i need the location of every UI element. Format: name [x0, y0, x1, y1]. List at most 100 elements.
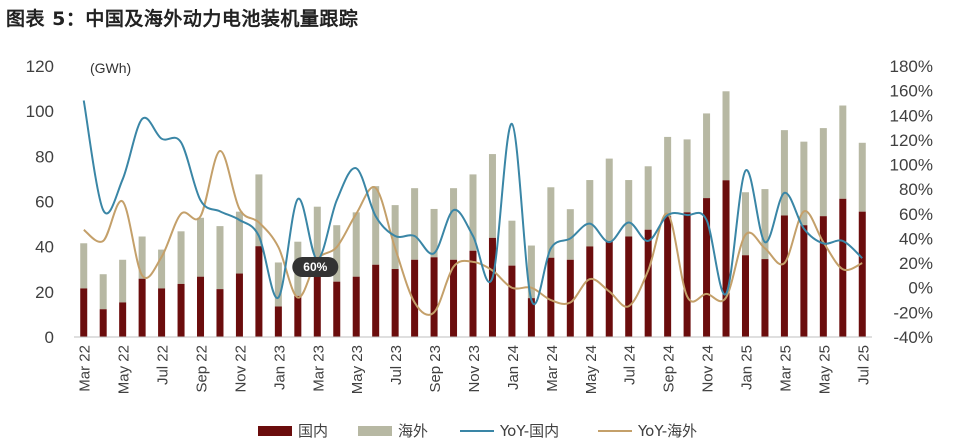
- bar-domestic: [333, 281, 341, 337]
- bar-domestic: [294, 295, 302, 337]
- bar-overseas: [858, 142, 866, 212]
- x-tick-label: Jan 23: [271, 345, 288, 390]
- bar-overseas: [488, 154, 496, 238]
- right-tick-label: 40%: [899, 229, 933, 248]
- bar-overseas: [235, 211, 243, 274]
- x-axis-ticks: Mar 22 May 22 Jul 22 Sep 22 Nov 22 Jan 23 Mar …: [77, 345, 873, 394]
- left-tick-label: 100: [26, 102, 54, 121]
- bar-domestic: [235, 273, 243, 337]
- right-tick-label: 80%: [899, 180, 933, 199]
- legend-swatch: [258, 426, 292, 436]
- bar-domestic: [703, 198, 711, 337]
- bar-domestic: [605, 241, 613, 337]
- bar-overseas: [372, 186, 380, 265]
- right-tick-label: -40%: [893, 328, 933, 347]
- bar-overseas: [177, 231, 185, 284]
- bar-domestic: [780, 215, 788, 337]
- bar-domestic: [644, 229, 652, 337]
- bar-domestic: [664, 216, 672, 337]
- x-tick-label: Mar 25: [777, 345, 794, 392]
- bar-domestic: [158, 288, 166, 337]
- bar-overseas: [586, 180, 594, 247]
- bar-domestic: [741, 255, 749, 337]
- bar-overseas: [158, 249, 166, 289]
- bar-overseas: [780, 130, 788, 216]
- yoy-domestic-line: [82, 100, 863, 305]
- bar-domestic: [391, 269, 399, 337]
- bar-overseas: [469, 174, 477, 251]
- annotation-badge: [292, 257, 339, 277]
- bar-domestic: [450, 259, 458, 337]
- chart-title: 图表 5：中国及海外动力电池装机量跟踪: [6, 8, 359, 30]
- left-tick-label: 60: [35, 193, 54, 212]
- legend-label: 国内: [298, 422, 328, 440]
- bar-domestic: [352, 276, 360, 337]
- left-tick-label: 40: [35, 238, 54, 257]
- bar-overseas: [411, 188, 419, 260]
- bar-overseas: [216, 226, 224, 290]
- bar-domestic: [372, 264, 380, 337]
- bar-overseas: [644, 166, 652, 230]
- x-tick-label: Mar 22: [77, 345, 94, 392]
- x-tick-label: May 22: [116, 345, 133, 394]
- legend-label: 海外: [398, 422, 428, 440]
- bar-overseas: [527, 245, 535, 299]
- left-axis-ticks: 0 20 40 60 80 100 120: [26, 57, 54, 347]
- y-unit-label: (GWh): [90, 60, 132, 76]
- x-tick-label: Jul 25: [855, 345, 872, 385]
- bar-overseas: [99, 274, 107, 310]
- x-tick-label: Jul 22: [155, 345, 172, 385]
- bar-overseas: [313, 206, 321, 275]
- bar-overseas: [274, 262, 282, 307]
- legend-label: YoY-国内: [499, 422, 559, 440]
- right-tick-label: 160%: [890, 82, 933, 101]
- left-tick-label: 20: [35, 283, 54, 302]
- right-tick-label: 180%: [890, 57, 933, 76]
- x-tick-label: Nov 22: [232, 345, 249, 393]
- bar-overseas: [450, 188, 458, 260]
- left-tick-label: 80: [35, 147, 54, 166]
- bar-overseas: [625, 180, 633, 237]
- right-axis-ticks: -40% -20% 0% 20% 40% 60% 80% 100% 120% 140% 160% 18…: [890, 57, 933, 347]
- x-tick-label: Jan 25: [738, 345, 755, 390]
- bar-domestic: [80, 288, 88, 337]
- x-tick-label: Nov 24: [700, 345, 717, 393]
- bar-overseas: [119, 259, 127, 303]
- yoy-overseas-line: [83, 149, 863, 316]
- bar-overseas: [430, 208, 438, 258]
- bar-domestic: [722, 180, 730, 337]
- right-tick-label: 140%: [890, 106, 933, 125]
- x-tick-label: Sep 24: [661, 345, 678, 393]
- x-tick-label: Nov 23: [466, 345, 483, 393]
- legend-label: YoY-海外: [637, 422, 697, 440]
- bar-overseas: [352, 212, 360, 277]
- x-tick-label: Jan 24: [505, 345, 522, 390]
- bar-overseas: [80, 243, 88, 289]
- bar-domestic: [177, 283, 185, 337]
- x-tick-label: Jul 24: [622, 345, 639, 385]
- bar-domestic: [547, 257, 555, 337]
- bar-overseas: [566, 209, 574, 260]
- annotation-label: 60%: [303, 260, 327, 274]
- bar-domestic: [858, 211, 866, 337]
- chart-legend: 国内 海外 YoY-国内 YoY-海外: [258, 422, 697, 440]
- bar-domestic: [566, 259, 574, 337]
- bar-domestic: [216, 289, 224, 337]
- bar-domestic: [586, 246, 594, 337]
- x-tick-label: May 24: [583, 345, 600, 394]
- bar-domestic: [839, 198, 847, 337]
- yoy-annotation: 60%: [292, 257, 339, 277]
- bar-overseas: [508, 220, 516, 266]
- bar-series: [80, 91, 866, 337]
- right-tick-label: 100%: [890, 156, 933, 175]
- x-tick-label: Sep 23: [427, 345, 444, 393]
- right-tick-label: 120%: [890, 131, 933, 150]
- bar-domestic: [469, 250, 477, 337]
- x-tick-label: Jul 23: [388, 345, 405, 385]
- bar-domestic: [411, 259, 419, 337]
- x-tick-label: Sep 22: [194, 345, 211, 393]
- left-tick-label: 120: [26, 57, 54, 76]
- bar-domestic: [527, 298, 535, 337]
- bar-domestic: [819, 216, 827, 337]
- bar-domestic: [99, 309, 107, 337]
